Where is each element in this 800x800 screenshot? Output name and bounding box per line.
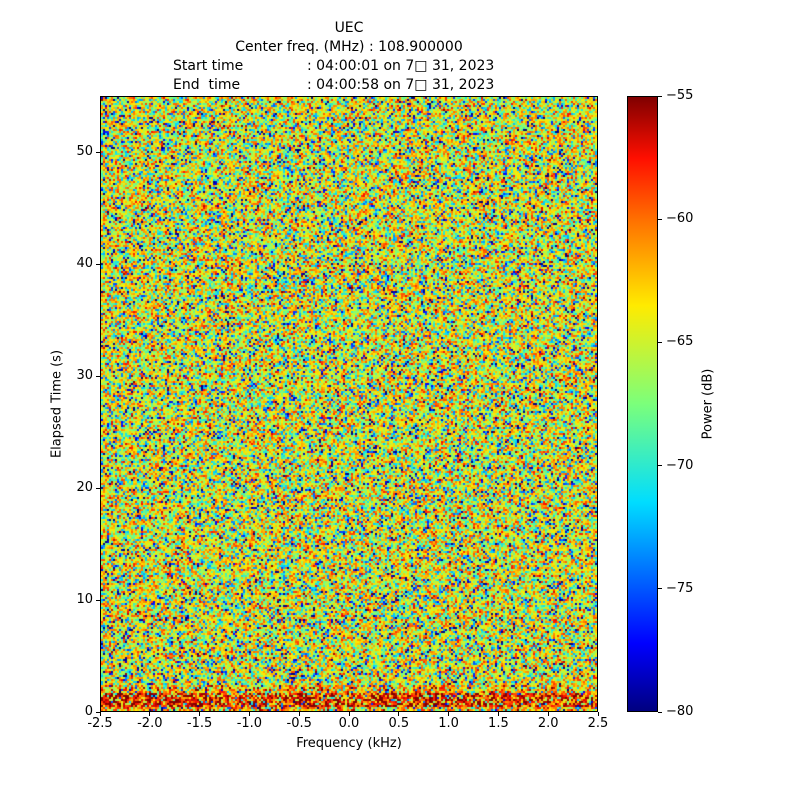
y-tick-mark — [96, 599, 100, 601]
x-tick-label: 2.5 — [587, 716, 609, 731]
end-time-value: : 04:00:58 on 7□ 31, 2023 — [307, 77, 495, 93]
x-tick-label: -0.5 — [286, 716, 312, 731]
y-tick-mark — [96, 711, 100, 713]
x-tick-mark — [348, 712, 350, 716]
x-tick-mark — [497, 712, 499, 716]
y-tick-label: 30 — [76, 368, 93, 383]
cb-tick-label: −55 — [666, 88, 694, 103]
y-tick-mark — [96, 487, 100, 489]
y-tick-mark — [96, 375, 100, 377]
colorbar-label: Power (dB) — [700, 368, 716, 440]
cb-tick-mark — [658, 465, 662, 467]
y-tick-label: 0 — [84, 704, 93, 719]
x-tick-label: -1.5 — [186, 716, 213, 731]
x-tick-mark — [298, 712, 300, 716]
center-freq-line: Center freq. (MHz) : 108.900000 — [235, 39, 463, 55]
x-tick-label: 1.0 — [438, 716, 459, 731]
x-tick-label: -1.0 — [236, 716, 263, 731]
x-tick-mark — [99, 712, 101, 716]
x-tick-label: 0.0 — [338, 716, 360, 731]
x-tick-mark — [398, 712, 400, 716]
y-tick-label: 40 — [76, 256, 93, 271]
spectrogram-heatmap — [101, 97, 597, 711]
x-tick-mark — [248, 712, 250, 716]
cb-tick-mark — [658, 711, 662, 713]
cb-tick-label: −60 — [666, 211, 694, 227]
x-tick-label: 0.5 — [388, 716, 410, 731]
x-tick-label: -2.5 — [87, 716, 113, 731]
plot-area — [100, 96, 598, 712]
x-tick-label: 2.0 — [537, 716, 559, 731]
cb-tick-label: −75 — [666, 580, 694, 596]
x-tick-mark — [448, 712, 450, 716]
x-tick-mark — [199, 712, 201, 716]
cb-tick-label: −70 — [666, 457, 694, 473]
x-tick-label: 1.5 — [488, 716, 509, 731]
start-time-value: : 04:00:01 on 7□ 31, 2023 — [307, 58, 495, 74]
x-tick-label: -2.0 — [137, 716, 163, 731]
x-tick-mark — [149, 712, 151, 716]
colorbar — [627, 96, 658, 712]
start-time-label: Start time — [173, 58, 244, 74]
cb-tick-mark — [658, 588, 662, 590]
cb-tick-mark — [658, 95, 662, 97]
end-time-line: End time : 04:00:58 on 7□ 31, 2023 — [100, 76, 598, 95]
cb-tick-label: −80 — [666, 704, 694, 719]
y-tick-label: 20 — [76, 480, 93, 495]
start-time-line: Start time : 04:00:01 on 7□ 31, 2023 — [100, 57, 598, 76]
x-tick-mark — [597, 712, 599, 716]
y-tick-label: 10 — [76, 592, 93, 607]
cb-tick-mark — [658, 341, 662, 343]
cb-tick-label: −65 — [666, 334, 694, 350]
cb-tick-mark — [658, 218, 662, 220]
end-time-label: End time — [173, 77, 241, 93]
x-axis-label: Frequency (kHz) — [296, 736, 402, 751]
x-tick-mark — [547, 712, 549, 716]
y-tick-label: 50 — [76, 144, 93, 159]
colorbar-gradient — [628, 97, 657, 711]
figure-header: UEC Center freq. (MHz) : 108.900000 Star… — [100, 19, 598, 95]
figure-title: UEC — [334, 20, 364, 36]
y-tick-mark — [96, 263, 100, 265]
y-tick-mark — [96, 151, 100, 153]
